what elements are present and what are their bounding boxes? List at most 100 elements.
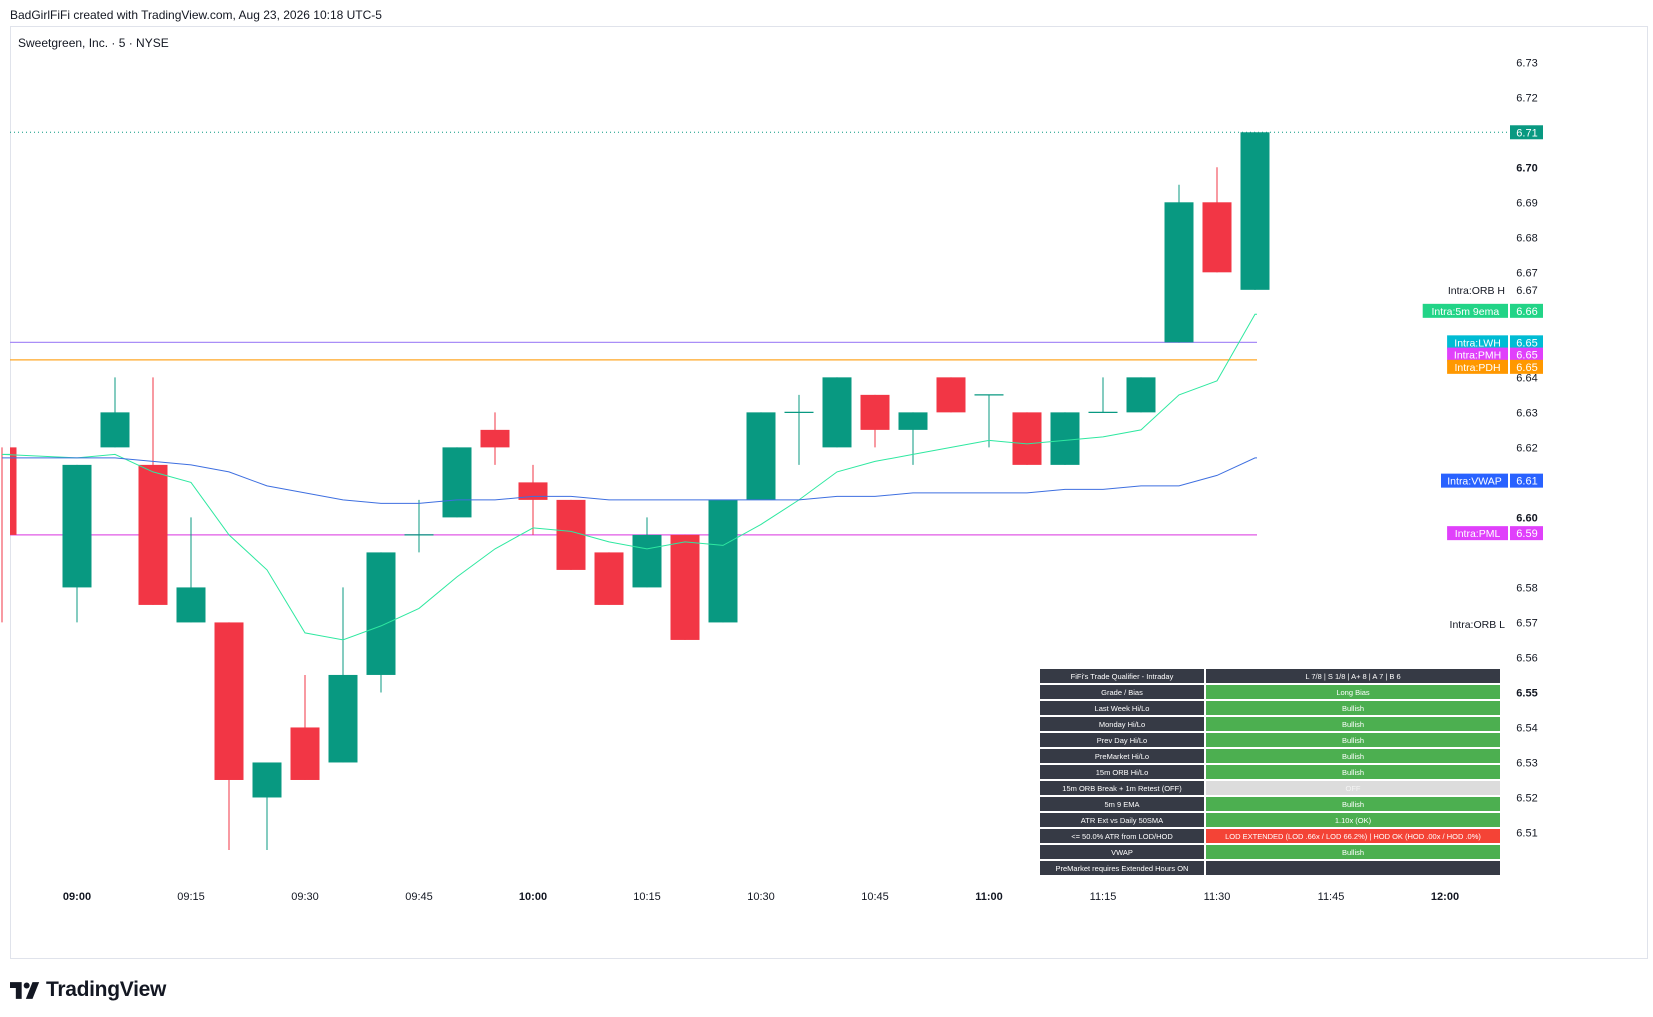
qualifier-row: PreMarket Hi/Lo Bullish <box>1040 749 1500 763</box>
qualifier-label: Last Week Hi/Lo <box>1040 701 1204 715</box>
qualifier-value: Bullish <box>1206 701 1500 715</box>
qualifier-value: 1.10x (OK) <box>1206 813 1500 827</box>
candle-body <box>366 552 396 675</box>
candle-body <box>328 674 358 763</box>
candle-body <box>10 447 17 535</box>
series-label-badge <box>1447 359 1508 374</box>
price-badge <box>1510 335 1543 350</box>
qualifier-label: ATR Ext vs Daily 50SMA <box>1040 813 1204 827</box>
price-tick-label: 6.56 <box>1516 652 1537 664</box>
time-tick-label: 11:45 <box>1318 891 1345 903</box>
qualifier-label: 15m ORB Hi/Lo <box>1040 765 1204 779</box>
series-label-badge <box>1447 347 1508 362</box>
price-badge <box>1510 125 1543 140</box>
price-tick-label: 6.57 <box>1516 617 1537 629</box>
price-badge-value: 6.59 <box>1516 528 1537 540</box>
price-tick-label: 6.60 <box>1516 512 1537 524</box>
candle-body <box>556 499 586 570</box>
candle-body <box>1202 202 1232 273</box>
qualifier-value: Bullish <box>1206 733 1500 747</box>
price-badge-value: 6.65 <box>1516 350 1537 362</box>
price-badge-value: 6.65 <box>1516 337 1537 349</box>
price-tick-label: 6.63 <box>1516 407 1537 419</box>
time-tick-label: 10:45 <box>861 891 889 903</box>
qualifier-row: Grade / Bias Long Bias <box>1040 685 1500 699</box>
tradingview-brand[interactable]: TradingView <box>10 978 166 1002</box>
time-tick-label: 09:00 <box>63 891 91 903</box>
price-tick-label: 6.69 <box>1516 197 1537 209</box>
series-label-text: Intra:VWAP <box>1447 476 1501 488</box>
series-label-text: Intra:PMH <box>1454 350 1501 362</box>
series-label-text: Intra:ORB L <box>1450 619 1506 631</box>
qualifier-label: Grade / Bias <box>1040 685 1204 699</box>
qualifier-row: Prev Day Hi/Lo Bullish <box>1040 733 1500 747</box>
price-badge <box>1510 473 1543 488</box>
price-badge <box>1510 359 1543 374</box>
candle-body <box>214 622 244 780</box>
candle-body <box>632 534 662 588</box>
qualifier-row: VWAP Bullish <box>1040 845 1500 859</box>
qualifier-label: VWAP <box>1040 845 1204 859</box>
candle-body <box>442 447 472 518</box>
qualifier-label: FiFi's Trade Qualifier - Intraday <box>1040 669 1204 683</box>
candle-body <box>822 377 852 448</box>
price-tick-label: 6.51 <box>1516 827 1537 839</box>
series-label-badge <box>1447 526 1508 541</box>
price-tick-label: 6.70 <box>1516 162 1537 174</box>
qualifier-value <box>1206 861 1500 875</box>
candle-body <box>746 412 776 500</box>
qualifier-value: Bullish <box>1206 749 1500 763</box>
candle-body <box>670 534 700 640</box>
qualifier-row: FiFi's Trade Qualifier - Intraday L 7/8 |… <box>1040 669 1500 683</box>
qualifier-row: PreMarket requires Extended Hours ON <box>1040 861 1500 875</box>
qualifier-label: PreMarket requires Extended Hours ON <box>1040 861 1204 875</box>
qualifier-row: Monday Hi/Lo Bullish <box>1040 717 1500 731</box>
candle-body <box>1050 412 1080 465</box>
qualifier-row: ATR Ext vs Daily 50SMA 1.10x (OK) <box>1040 813 1500 827</box>
price-badge <box>1510 526 1543 541</box>
series-label-text: Intra:LWH <box>1454 337 1500 349</box>
indicator-line <box>1 313 1257 641</box>
price-badge-value: 6.61 <box>1516 476 1537 488</box>
qualifier-value: LOD EXTENDED (LOD .66x / LOD 66.2%) | HO… <box>1206 829 1500 843</box>
candle-body <box>518 482 548 500</box>
candle-body <box>1240 132 1270 290</box>
candle-body <box>480 429 510 448</box>
brand-wordmark: TradingView <box>46 978 167 1001</box>
price-tick-label: 6.58 <box>1516 582 1537 594</box>
candle-body <box>898 412 928 430</box>
qualifier-label: 5m 9 EMA <box>1040 797 1204 811</box>
qualifier-label: 15m ORB Break + 1m Retest (OFF) <box>1040 781 1204 795</box>
candle-body <box>62 464 92 588</box>
qualifier-row: Last Week Hi/Lo Bullish <box>1040 701 1500 715</box>
candle-body <box>252 762 282 798</box>
price-tick-label: 6.64 <box>1516 372 1537 384</box>
qualifier-value: Long Bias <box>1206 685 1500 699</box>
symbol-title[interactable]: Sweetgreen, Inc. · 5 · NYSE <box>18 36 169 50</box>
candle-body <box>138 464 168 605</box>
candle-body <box>936 377 966 413</box>
candle-body <box>1012 412 1042 465</box>
time-tick-label: 10:30 <box>747 891 775 903</box>
price-badge <box>1510 347 1543 362</box>
time-tick-label: 12:00 <box>1431 891 1459 903</box>
price-tick-label: 6.55 <box>1516 687 1537 699</box>
tradingview-logo-icon <box>10 981 40 999</box>
time-tick-label: 11:00 <box>975 891 1003 903</box>
qualifier-row: 5m 9 EMA Bullish <box>1040 797 1500 811</box>
price-badge-value: 6.66 <box>1516 306 1537 318</box>
qualifier-label: <= 50.0% ATR from LOD/HOD <box>1040 829 1204 843</box>
time-tick-label: 09:30 <box>291 891 319 903</box>
time-tick-label: 11:15 <box>1090 891 1117 903</box>
candle-body <box>1126 377 1156 413</box>
price-tick-label: 6.67 <box>1516 267 1537 279</box>
qualifier-row: <= 50.0% ATR from LOD/HOD LOD EXTENDED (L… <box>1040 829 1500 843</box>
series-label-text: Intra:PDH <box>1454 362 1500 374</box>
qualifier-label: PreMarket Hi/Lo <box>1040 749 1204 763</box>
candle-body <box>100 412 130 448</box>
price-tick-label: 6.62 <box>1516 442 1537 454</box>
time-tick-label: 10:00 <box>519 891 547 903</box>
price-badge <box>1510 303 1543 318</box>
price-tick-label: 6.72 <box>1516 92 1537 104</box>
